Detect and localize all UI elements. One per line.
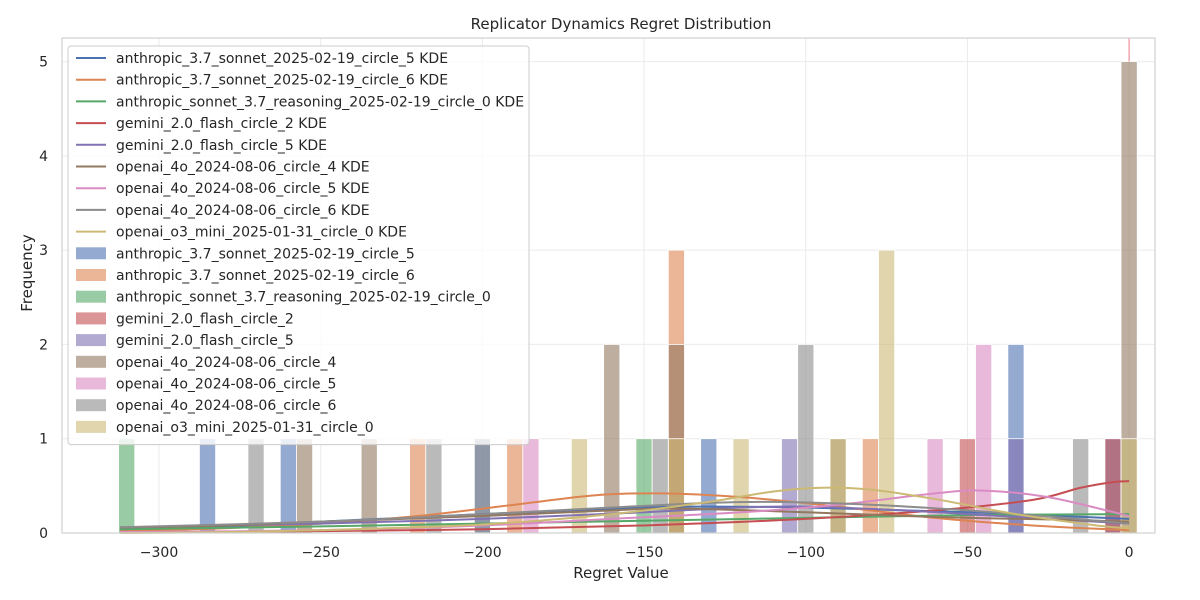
- plot-frame: [61, 37, 1156, 534]
- x-tick-label: −100: [787, 545, 825, 561]
- legend-bar-swatch: [76, 247, 106, 260]
- kde-line-series-2: [120, 513, 1130, 531]
- histogram-bar-series-0: [279, 438, 297, 534]
- legend-kde-label: openai_4o_2024-08-06_circle_4 KDE: [116, 160, 370, 176]
- legend-kde-label: openai_o3_mini_2025-01-31_circle_0 KDE: [116, 225, 407, 241]
- legend-kde-label: gemini_2.0_flash_circle_2 KDE: [116, 116, 327, 132]
- histogram-bar-series-7: [247, 438, 265, 534]
- kde-curves: [120, 480, 1130, 534]
- y-tick-label: 2: [39, 337, 48, 353]
- kde-line-series-3: [120, 480, 1130, 534]
- histogram-bar-series-2: [635, 438, 653, 534]
- legend-bar-label: openai_4o_2024-08-06_circle_4: [116, 355, 336, 371]
- y-tick-label: 0: [39, 526, 48, 542]
- legend-bar-swatch: [76, 290, 106, 303]
- legend-bar-label: openai_4o_2024-08-06_circle_5: [116, 377, 336, 393]
- histogram-bar-series-1: [861, 438, 879, 534]
- histogram-bar-series-1: [506, 438, 524, 534]
- legend-box: [67, 45, 530, 446]
- legend-bar-swatch: [76, 312, 106, 325]
- histogram-bar-series-7: [651, 438, 669, 534]
- legend-kde-label: openai_4o_2024-08-06_circle_5 KDE: [116, 181, 370, 197]
- legend-bar-label: anthropic_sonnet_3.7_reasoning_2025-02-1…: [116, 290, 491, 306]
- legend-bar-label: gemini_2.0_flash_circle_2: [116, 311, 294, 327]
- x-tick-label: −200: [463, 545, 501, 561]
- histogram-bar-series-6: [522, 438, 540, 534]
- legend-bar-swatch: [76, 420, 106, 433]
- legend-bar-label: gemini_2.0_flash_circle_5: [116, 333, 294, 349]
- x-tick-label: −250: [301, 545, 339, 561]
- legend-kde-label: anthropic_3.7_sonnet_2025-02-19_circle_5…: [116, 51, 448, 67]
- x-axis-ticks: −300 −250 −200 −150 −100 −50 0: [140, 545, 1134, 561]
- histogram-bar-series-5: [296, 438, 314, 534]
- y-tick-label: 3: [39, 243, 48, 259]
- x-tick-label: −150: [625, 545, 663, 561]
- legend-kde-label: anthropic_sonnet_3.7_reasoning_2025-02-1…: [116, 94, 524, 110]
- legend-bar-swatch: [76, 355, 106, 368]
- legend-bar-label: openai_o3_mini_2025-01-31_circle_0: [116, 420, 374, 436]
- legend-bar-swatch: [76, 334, 106, 347]
- histogram-bar-series-8: [829, 438, 847, 534]
- legend: anthropic_3.7_sonnet_2025-02-19_circle_5…: [67, 45, 530, 446]
- y-tick-label: 4: [39, 149, 48, 165]
- histogram-bar-series-0: [199, 438, 217, 534]
- legend-kde-label: anthropic_3.7_sonnet_2025-02-19_circle_6…: [116, 73, 448, 89]
- y-axis-label: Frequency: [18, 234, 36, 312]
- histogram-bar-series-5: [603, 344, 621, 534]
- kde-line-series-8: [120, 486, 1130, 534]
- x-tick-label: 0: [1125, 545, 1134, 561]
- histogram-bar-series-8: [570, 438, 588, 534]
- legend-bar-label: anthropic_3.7_sonnet_2025-02-19_circle_5: [116, 246, 415, 262]
- legend-bar-swatch: [76, 377, 106, 390]
- y-tick-label: 5: [39, 55, 48, 71]
- x-tick-label: −300: [140, 545, 178, 561]
- y-tick-label: 1: [39, 432, 48, 448]
- legend-kde-label: gemini_2.0_flash_circle_5 KDE: [116, 138, 327, 154]
- y-axis-ticks: 0 1 2 3 4 5: [39, 55, 48, 542]
- chart-title: Replicator Dynamics Regret Distribution: [471, 15, 772, 33]
- legend-bar-swatch: [76, 269, 106, 281]
- legend-bar-label: openai_4o_2024-08-06_circle_6: [116, 398, 336, 414]
- x-axis-label: Regret Value: [573, 564, 668, 582]
- histogram-bar-series-8: [667, 438, 685, 534]
- legend-bar-label: anthropic_3.7_sonnet_2025-02-19_circle_6: [116, 268, 415, 284]
- legend-kde-label: openai_4o_2024-08-06_circle_6 KDE: [116, 203, 370, 219]
- histogram-bar-series-2: [118, 438, 136, 534]
- legend-bar-swatch: [76, 399, 106, 412]
- x-tick-label: −50: [953, 545, 983, 561]
